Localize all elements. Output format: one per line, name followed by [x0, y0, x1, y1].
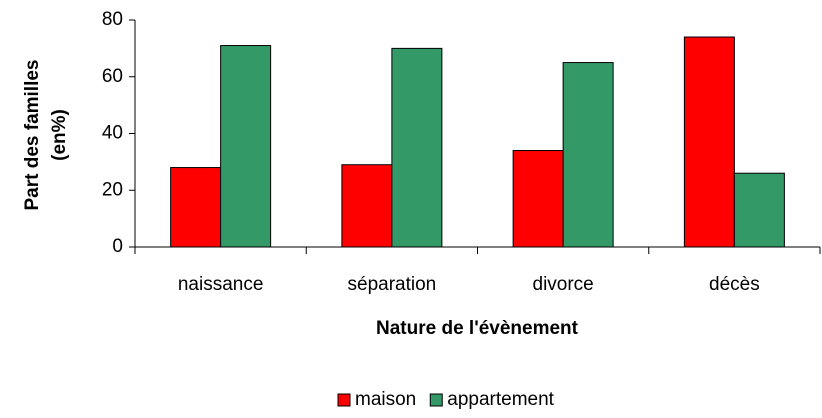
- legend-swatch: [337, 393, 351, 407]
- bar: [170, 167, 222, 248]
- bar: [512, 150, 564, 248]
- y-tick-label: 40: [102, 123, 123, 144]
- legend-label: appartement: [447, 389, 554, 410]
- bar: [562, 62, 614, 248]
- x-axis-label: Nature de l'évènement: [376, 318, 579, 339]
- y-tick-label: 60: [102, 66, 123, 87]
- y-axis-label: (en%): [49, 109, 70, 161]
- y-axis-label: Part des familles: [22, 59, 43, 210]
- y-tick-label: 20: [102, 179, 123, 200]
- y-tick-label: 80: [102, 9, 123, 30]
- x-tick-label: naissance: [178, 274, 264, 295]
- y-tick-label: 0: [112, 236, 123, 257]
- legend-label: maison: [355, 389, 416, 410]
- bar: [733, 172, 785, 248]
- bar: [220, 45, 272, 248]
- x-tick-label: décès: [709, 274, 760, 295]
- bar: [341, 164, 393, 248]
- bar: [391, 47, 443, 248]
- bar: [683, 36, 735, 248]
- x-tick-label: séparation: [348, 274, 437, 295]
- x-tick-label: divorce: [533, 274, 594, 295]
- legend-swatch: [429, 393, 443, 407]
